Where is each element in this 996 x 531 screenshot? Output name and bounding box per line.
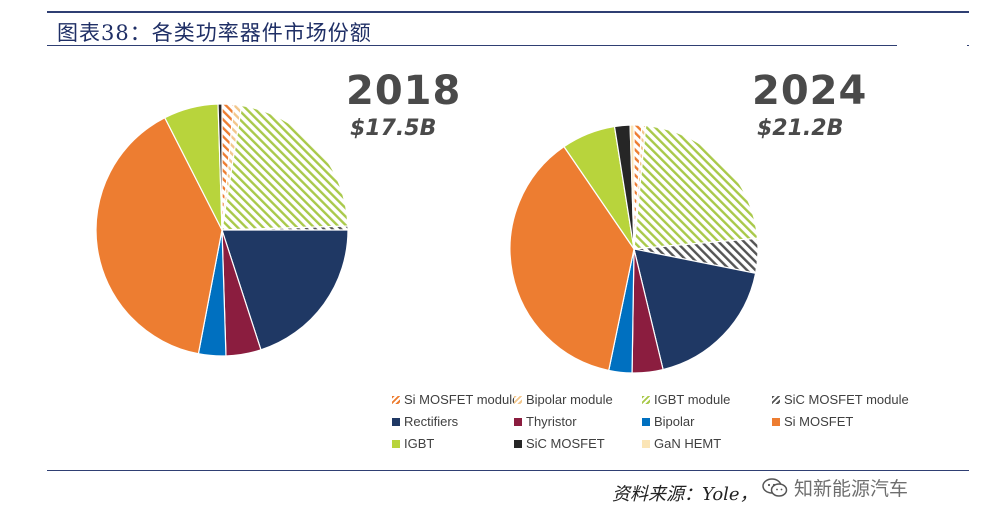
legend-item-bipolar: Bipolar [642, 414, 694, 429]
source-note: 资料来源：Yole， [612, 484, 758, 505]
legend-item-sic-mosfet-module: SiC MOSFET module [772, 392, 909, 407]
footer-rule [47, 470, 969, 471]
legend-label: Rectifiers [404, 414, 459, 429]
legend-label: Bipolar [654, 414, 695, 429]
pie-slice-2024-gan-hemt [629, 124, 635, 250]
figure-title: 图表38：各类功率器件市场份额 [57, 21, 372, 45]
legend-item-si-mosfet-module: Si MOSFET module [392, 392, 519, 407]
legend-item-igbt-module: IGBT module [642, 392, 730, 407]
pie-slice-2018-rectifiers [221, 229, 349, 351]
pie-slice-2024-rectifiers [633, 248, 757, 371]
legend-label: Si MOSFET module [404, 392, 520, 407]
pie-slice-2018-sic-mosfet [217, 103, 223, 231]
legend-swatch [392, 439, 400, 448]
legend-label: IGBT [404, 436, 435, 451]
chart-2024-year: 2024 [752, 68, 868, 114]
legend-swatch [514, 439, 522, 448]
pie-slice-2024-si-mosfet [509, 145, 635, 372]
legend-label: Bipolar module [526, 392, 613, 407]
pie-slice-2018-igbt-module [221, 104, 349, 231]
legend-item-igbt: IGBT [392, 436, 434, 451]
legend-item-si-mosfet: Si MOSFET [772, 414, 853, 429]
header-rule-gap [897, 44, 967, 47]
legend-swatch [642, 395, 650, 404]
legend-item-thyristor: Thyristor [514, 414, 577, 429]
chart-2024-total: $21.2B [757, 116, 844, 141]
legend-item-rectifiers: Rectifiers [392, 414, 458, 429]
legend-label: GaN HEMT [654, 436, 722, 451]
watermark-text: 知新能源汽车 [794, 478, 909, 500]
chart-2018-year: 2018 [346, 68, 462, 114]
legend-label: SiC MOSFET [526, 436, 605, 451]
header-top-rule [47, 11, 969, 13]
legend-swatch [514, 417, 522, 426]
legend-swatch [772, 417, 780, 426]
watermark: 知新能源汽车 [762, 474, 908, 501]
legend-label: Thyristor [526, 414, 577, 429]
chart-2018-total: $17.5B [350, 116, 437, 141]
legend-swatch [392, 395, 400, 404]
legend-label: SiC MOSFET module [784, 392, 909, 407]
header-bottom-rule [47, 45, 969, 46]
legend-item-gan-hemt: GaN HEMT [642, 436, 721, 451]
pie-slice-2024-igbt-module [633, 124, 759, 250]
legend-item-bipolar-module: Bipolar module [514, 392, 613, 407]
legend-swatch [514, 395, 522, 404]
legend-swatch [642, 417, 650, 426]
legend-swatch [642, 439, 650, 448]
legend-swatch [772, 395, 780, 404]
legend-swatch [392, 417, 400, 426]
header: 图表38：各类功率器件市场份额 [47, 0, 969, 48]
legend-item-sic-mosfet: SiC MOSFET [514, 436, 605, 451]
legend-label: IGBT module [654, 392, 731, 407]
legend-label: Si MOSFET [784, 414, 854, 429]
wechat-icon [762, 477, 788, 497]
pie-slice-2018-si-mosfet [95, 116, 223, 355]
